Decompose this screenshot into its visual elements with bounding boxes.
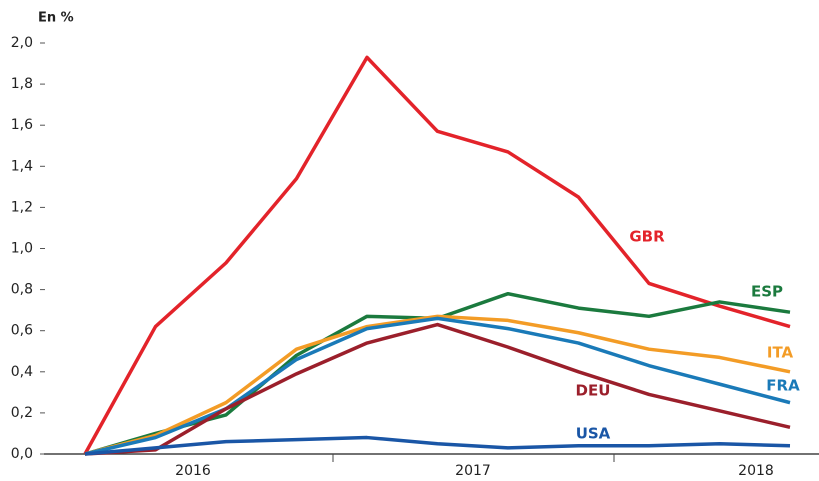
x-tick-label: 2017 — [455, 463, 491, 479]
y-tick-label: 0,2 — [11, 405, 33, 421]
y-tick-label: 1,2 — [11, 199, 33, 215]
y-tick-label: 0,0 — [11, 446, 33, 462]
series-label: DEU — [576, 382, 611, 400]
y-tick-label: 1,8 — [11, 76, 33, 92]
y-tick-label: 1,6 — [11, 117, 33, 133]
series-label: GBR — [629, 228, 665, 246]
y-tick-label: 1,4 — [11, 158, 33, 174]
series-line — [84, 322, 791, 456]
series-label: USA — [576, 425, 611, 443]
y-tick-label: 2,0 — [11, 35, 33, 51]
series-line — [83, 55, 791, 455]
y-tick-label: 0,6 — [11, 323, 33, 339]
y-axis-label: En % — [38, 11, 74, 26]
x-tick-label: 2018 — [738, 463, 774, 479]
series-label: ITA — [767, 344, 794, 362]
series-label: FRA — [766, 377, 800, 395]
y-tick-label: 0,4 — [11, 364, 33, 380]
series-line — [84, 435, 791, 456]
series-line — [84, 314, 791, 456]
series-line — [84, 316, 791, 456]
x-tick-label: 2016 — [175, 463, 211, 479]
series-label: ESP — [751, 283, 783, 301]
y-tick-label: 0,8 — [11, 282, 33, 298]
y-tick-label: 1,0 — [11, 241, 33, 257]
